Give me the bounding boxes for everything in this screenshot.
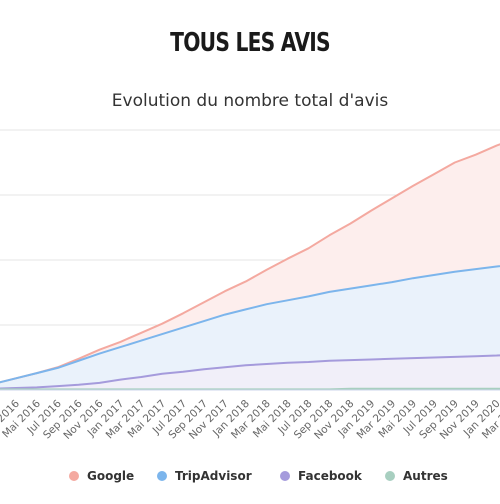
legend-label: Facebook — [298, 469, 363, 483]
series-areas — [0, 144, 500, 390]
legend-item-facebook[interactable]: Facebook — [280, 469, 363, 483]
line-google[interactable] — [0, 138, 500, 384]
legend-marker — [69, 471, 79, 481]
chart-title: Evolution du nombre total d'avis — [112, 91, 389, 111]
legend-label: TripAdvisor — [175, 469, 252, 483]
line-tripadvisor[interactable] — [0, 264, 500, 384]
legend-item-google[interactable]: Google — [69, 469, 134, 483]
legend-item-tripadvisor[interactable]: TripAdvisor — [157, 469, 252, 483]
line-facebook[interactable] — [0, 354, 500, 390]
line-autres[interactable] — [0, 387, 500, 391]
area-facebook — [0, 355, 500, 390]
page-title: TOUS LES AVIS — [170, 28, 330, 58]
legend-marker — [280, 471, 290, 481]
series-lines — [0, 138, 500, 391]
legend-label: Google — [87, 469, 134, 483]
legend-marker — [385, 471, 395, 481]
legend-label: Autres — [403, 469, 448, 483]
legend-marker — [157, 471, 167, 481]
legend-item-autres[interactable]: Autres — [385, 469, 448, 483]
legend: Google TripAdvisor Facebook Autres — [69, 469, 448, 483]
